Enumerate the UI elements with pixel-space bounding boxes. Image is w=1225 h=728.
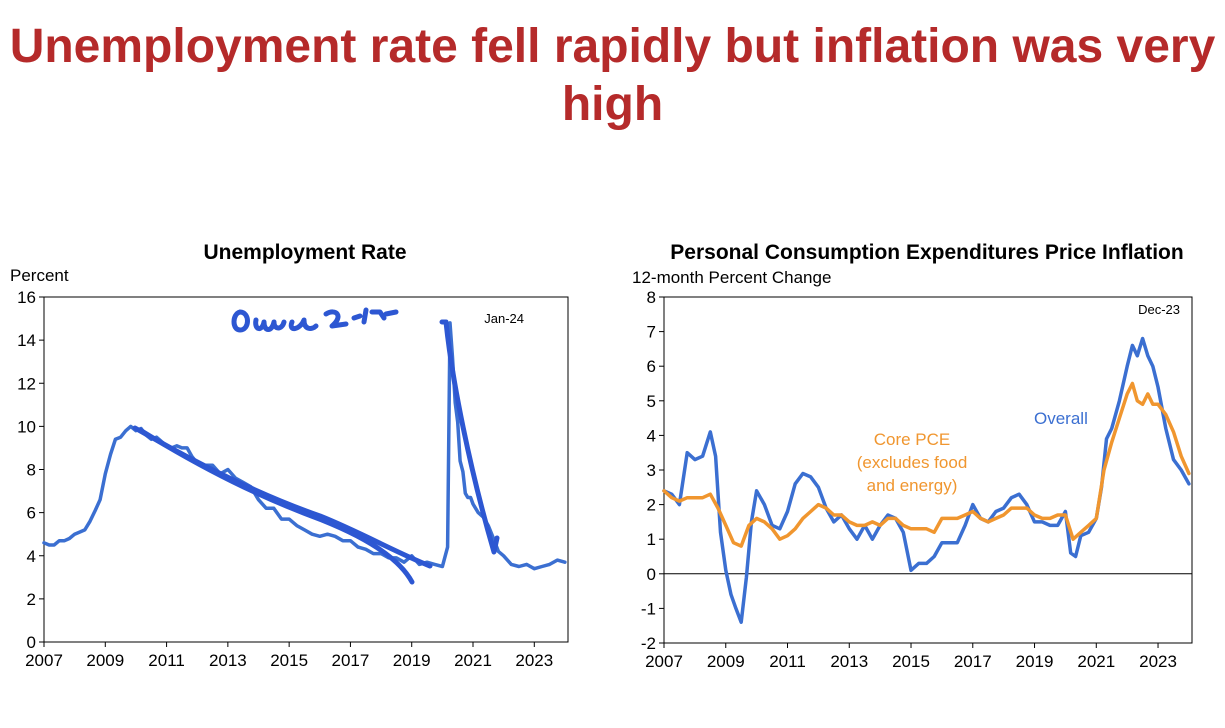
date-label: Jan-24: [484, 311, 524, 326]
y-tick-label: 16: [17, 288, 36, 307]
y-tick-label: 4: [27, 547, 36, 566]
x-tick-label: 2007: [645, 652, 683, 671]
y-axis-label: 12-month Percent Change: [632, 268, 831, 287]
core-annotation-line: and energy): [867, 476, 958, 495]
x-tick-label: 2011: [148, 651, 185, 670]
x-tick-label: 2015: [892, 652, 930, 671]
x-tick-label: 2021: [1077, 652, 1115, 671]
handwritten-scribble: [231, 307, 399, 333]
y-tick-label: 4: [647, 426, 656, 445]
y-tick-label: 6: [647, 357, 656, 376]
plot-frame: [43, 296, 569, 643]
y-tick-label: 12: [17, 374, 36, 393]
x-tick-label: 2009: [86, 651, 124, 670]
handwritten-annotations: [132, 307, 500, 585]
x-tick-label: 2019: [393, 651, 431, 670]
y-axis-label: Percent: [10, 266, 69, 285]
x-tick-label: 2017: [332, 651, 370, 670]
y-tick-label: 10: [17, 417, 36, 436]
slide-title: Unemployment rate fell rapidly but infla…: [9, 20, 1216, 131]
x-tick-label: 2017: [954, 652, 992, 671]
chart-title: Personal Consumption Expenditures Price …: [670, 241, 1183, 264]
x-tick-label: 2021: [454, 651, 492, 670]
series-line-primary: [662, 336, 1191, 624]
x-tick-label: 2011: [769, 652, 806, 671]
x-tick-label: 2007: [25, 651, 63, 670]
handwritten-trend-line: [137, 427, 415, 585]
core-annotation-line: Core PCE: [874, 430, 951, 449]
date-label: Dec-23: [1138, 302, 1180, 317]
y-tick-label: 2: [27, 590, 36, 609]
x-tick-label: 2019: [1016, 652, 1054, 671]
y-tick-label: 0: [647, 565, 656, 584]
chart-title: Unemployment Rate: [203, 241, 406, 264]
series-line-secondary: [662, 381, 1191, 548]
y-tick-label: 1: [647, 530, 656, 549]
y-tick-label: 2: [647, 496, 656, 515]
y-tick-label: 14: [17, 331, 36, 350]
y-tick-label: -2: [641, 634, 656, 653]
handwritten-trend-line: [439, 319, 500, 555]
y-tick-label: -1: [641, 599, 656, 618]
y-tick-label: 6: [27, 504, 36, 523]
pce-inflation-chart: Personal Consumption Expenditures Price …: [632, 241, 1193, 671]
y-tick-label: 8: [27, 461, 36, 480]
overall-annotation: Overall: [1034, 409, 1088, 428]
data-lines: [42, 321, 567, 571]
y-tick-label: 0: [27, 633, 36, 652]
x-tick-label: 2013: [209, 651, 247, 670]
unemployment-chart: Unemployment Rate Percent Jan-24 0 2 4 6 8 10…: [10, 241, 569, 670]
core-annotation-line: (excludes food: [857, 453, 968, 472]
y-tick-label: 5: [647, 392, 656, 411]
y-tick-label: 7: [647, 323, 656, 342]
y-tick-label: 8: [647, 288, 656, 307]
x-tick-label: 2013: [830, 652, 868, 671]
x-tick-label: 2023: [515, 651, 553, 670]
x-tick-label: 2015: [270, 651, 308, 670]
series-line-primary: [42, 321, 567, 571]
axes: 0 2 4 6 8 10 12 14 16 2007 2009 2011 2013 2015 2017 201…: [17, 288, 569, 670]
x-tick-label: 2009: [707, 652, 745, 671]
data-lines: [662, 336, 1191, 624]
axes: -2 -1 0 1 2 3 4 5 6 7 8 2007 2009 2011 2013 2015 2017 201…: [641, 288, 1193, 671]
y-tick-label: 3: [647, 461, 656, 480]
x-tick-label: 2023: [1139, 652, 1177, 671]
